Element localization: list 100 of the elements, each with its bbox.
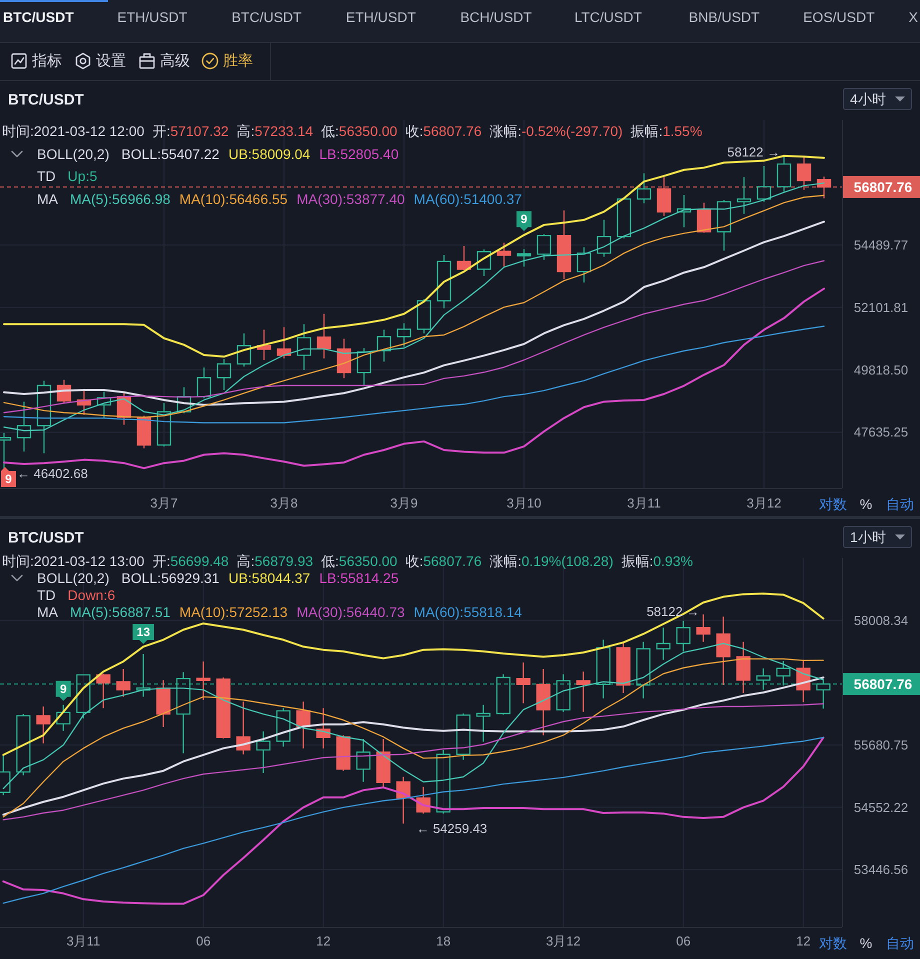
candlestick — [616, 197, 632, 239]
x-tick-label: 3月10 — [506, 496, 542, 510]
candlestick — [256, 329, 272, 361]
y-tick-label: 55680.75 — [854, 738, 908, 752]
text: 时间:2021-03-12 12:00 开:57107.32 高:57233.14 低:56350.00 收:56807.76 涨幅:-0.52%(-297.70) 振幅:1.55% — [2, 123, 702, 139]
candlestick — [516, 662, 530, 704]
y-tick-label: 52101.81 — [854, 300, 908, 315]
x-tick-label: 3月7 — [150, 496, 178, 510]
candlestick — [736, 641, 750, 694]
text: MA(5):56966.98 — [70, 191, 171, 207]
annotation: BOLL(20,2) — [37, 570, 110, 586]
text: MA(30):56440.73 — [296, 604, 405, 620]
text: X — [908, 9, 919, 25]
candlestick — [776, 154, 792, 192]
line-series — [3, 288, 825, 470]
y-tick-label: 53446.56 — [854, 862, 908, 878]
text: 时间:2021-03-12 13:00 开:56699.48 高:56879.93 低:56350.00 收:56807.76 涨幅:0.19%(108.28) 振幅:0.93% — [2, 553, 693, 569]
x-tick-label: 3月11 — [66, 934, 100, 948]
text: LTC/USDT — [574, 9, 642, 25]
x-tick-label: 12 — [796, 934, 811, 948]
candlestick — [456, 245, 472, 271]
text: UB:58009.04 — [228, 146, 310, 162]
annotation: ← 54259.43 — [416, 821, 488, 836]
candlestick — [136, 653, 150, 698]
text: % — [860, 935, 872, 951]
annotation: MA — [37, 604, 59, 620]
text: MA(60):51400.37 — [414, 191, 522, 207]
candlestick — [716, 616, 730, 686]
candlestick — [696, 614, 710, 642]
annotation: Up:5 — [68, 168, 98, 184]
candlestick — [656, 176, 672, 216]
candlestick — [596, 639, 610, 699]
candlestick — [96, 673, 110, 709]
y-tick-label: 54489.77 — [854, 237, 908, 252]
candlestick — [36, 706, 50, 744]
candlestick — [196, 366, 212, 399]
y-tick-label: 47635.25 — [854, 424, 908, 440]
candlestick — [156, 402, 172, 448]
candlestick — [416, 298, 432, 334]
annotation: TD — [37, 168, 56, 184]
candlestick — [696, 202, 712, 234]
candlestick — [556, 210, 572, 280]
annotation: 9 — [60, 682, 67, 696]
annotation: MA — [37, 191, 59, 207]
candlestick — [656, 627, 670, 660]
annotation: 58122 → — [727, 144, 780, 160]
text: BTC/USDT — [232, 9, 302, 25]
candlestick — [816, 176, 832, 199]
text: LB:52805.40 — [319, 146, 399, 162]
candlestick — [16, 713, 30, 776]
text: 指标 — [31, 52, 62, 70]
candlestick — [356, 738, 370, 782]
candlestick — [76, 674, 90, 719]
candlestick — [276, 708, 290, 748]
candlestick — [556, 674, 570, 712]
candlestick — [216, 358, 232, 391]
x-tick-label: 06 — [676, 934, 691, 948]
text: 自动 — [886, 496, 914, 512]
candlestick — [176, 672, 190, 754]
candlestick — [436, 254, 452, 309]
annotation: 13 — [136, 625, 150, 640]
text: UB:58044.37 — [228, 570, 310, 586]
candlestick — [396, 322, 412, 348]
x-tick-label: 06 — [196, 934, 211, 948]
text: 对数 — [819, 496, 847, 512]
annotation: 58122 → — [646, 604, 700, 619]
line-series — [2, 703, 824, 820]
candlestick — [636, 641, 650, 699]
text: MA(30):53877.40 — [296, 191, 405, 207]
text: BNB/USDT — [688, 9, 760, 25]
chart-title: BTC/USDT — [8, 530, 84, 546]
annotation: BOLL(20,2) — [37, 146, 110, 162]
candlestick — [316, 313, 332, 359]
candlestick — [176, 386, 192, 414]
candlestick — [136, 415, 152, 449]
line-series — [3, 260, 825, 414]
candlestick — [616, 641, 630, 694]
candlestick — [256, 730, 270, 774]
candlestick — [756, 668, 770, 690]
text: 对数 — [819, 935, 847, 951]
text: BTC/USDT — [3, 9, 74, 25]
x-tick-label: 3月11 — [627, 496, 661, 510]
text: MA(10):57252.13 — [179, 604, 288, 620]
candlestick — [196, 660, 210, 701]
annotation: 9 — [520, 212, 528, 226]
candlestick — [676, 620, 690, 652]
y-tick-label: 56807.76 — [854, 178, 912, 195]
candlestick — [676, 194, 692, 228]
y-tick-label: 58008.34 — [854, 612, 908, 628]
text: 胜率 — [223, 52, 253, 70]
candlestick — [756, 165, 772, 202]
line-series — [2, 642, 824, 790]
candlestick — [96, 391, 112, 419]
candlestick — [36, 380, 52, 454]
candlestick — [376, 738, 390, 788]
candlestick — [376, 329, 392, 362]
candlestick — [116, 668, 130, 698]
text: EOS/USDT — [803, 9, 876, 25]
candlestick — [456, 712, 470, 760]
text: ETH/USDT — [117, 9, 188, 25]
